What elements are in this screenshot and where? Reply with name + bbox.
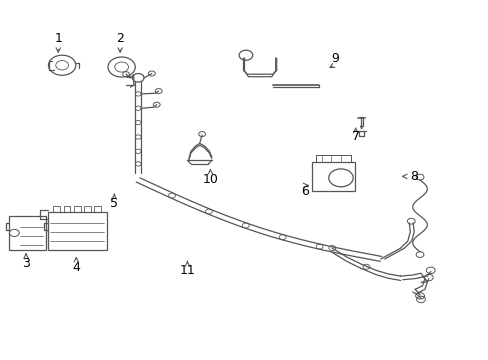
Text: 7: 7: [351, 130, 359, 144]
Text: 6: 6: [301, 185, 309, 198]
Bar: [74, 206, 81, 212]
Text: 2: 2: [116, 32, 124, 45]
Text: 11: 11: [179, 264, 195, 277]
Text: 5: 5: [110, 197, 118, 210]
Bar: [9, 216, 46, 250]
Text: 1: 1: [54, 32, 62, 45]
Bar: [311, 162, 354, 191]
Bar: [63, 206, 70, 212]
Bar: [84, 206, 91, 212]
Bar: [47, 212, 107, 250]
Text: 3: 3: [22, 257, 30, 270]
Text: 4: 4: [72, 261, 80, 274]
Bar: [94, 206, 101, 212]
Text: 9: 9: [330, 52, 338, 65]
Bar: [315, 155, 350, 162]
Text: 8: 8: [409, 170, 417, 183]
Bar: [53, 206, 60, 212]
Text: 10: 10: [202, 173, 218, 186]
